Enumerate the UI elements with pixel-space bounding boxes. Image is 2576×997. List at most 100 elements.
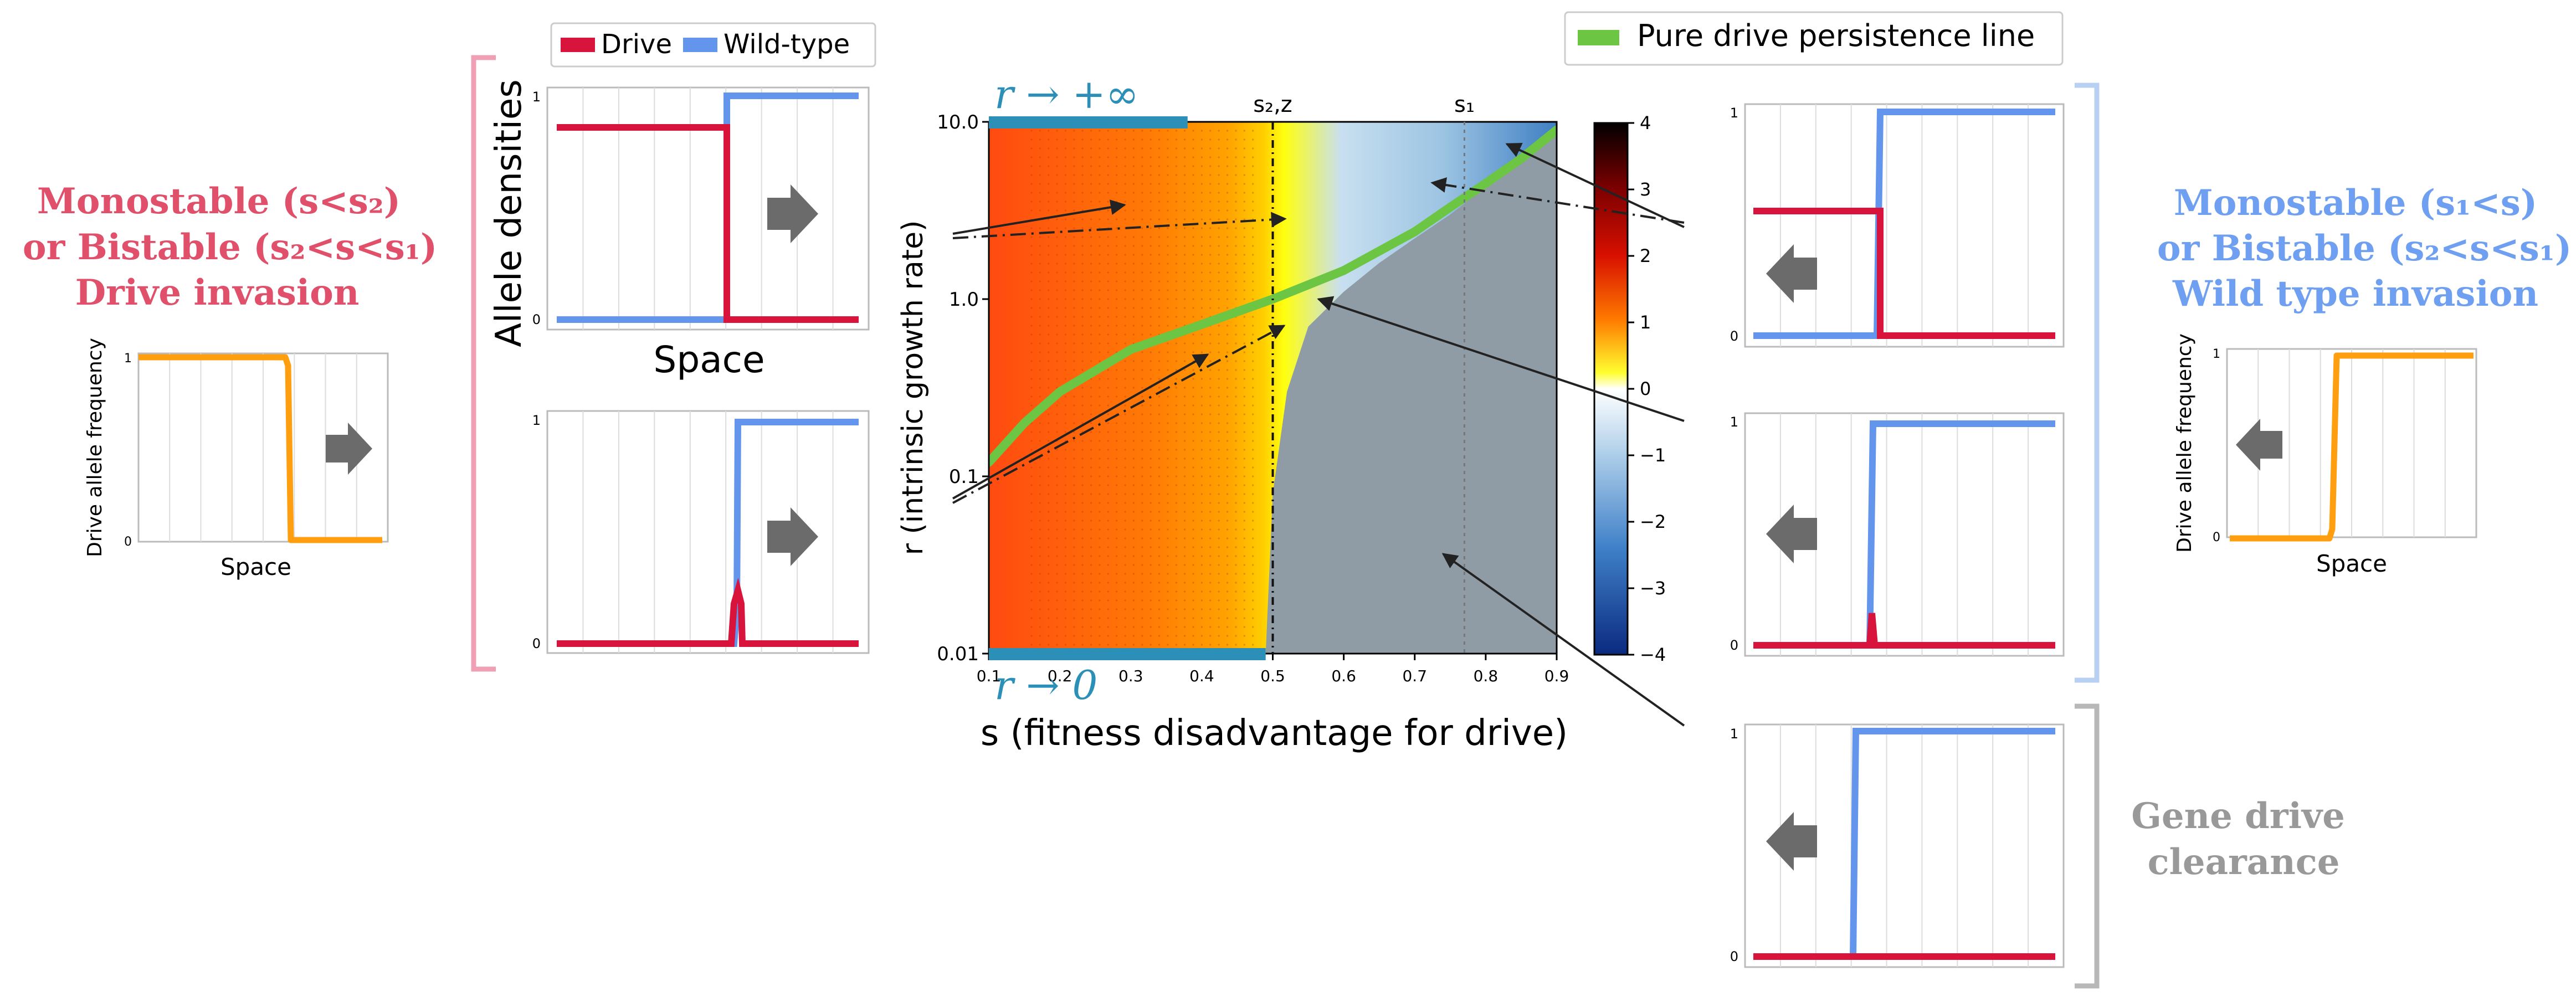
heat-dot (1235, 280, 1237, 282)
heat-dot (1235, 130, 1237, 132)
heat-dot (1150, 431, 1152, 433)
heat-dot (1048, 422, 1050, 424)
heat-dot (1184, 298, 1186, 300)
heat-dot (1150, 165, 1152, 167)
heat-dot (1226, 254, 1229, 256)
heat-dot (1175, 147, 1177, 150)
heat-dot (1056, 263, 1058, 265)
heat-dot (1192, 263, 1194, 265)
heat-dot (1184, 626, 1186, 628)
heat-dot (1099, 404, 1101, 407)
heat-dot (1200, 555, 1203, 557)
heat-dot (1243, 130, 1245, 132)
heat-dot (1192, 280, 1194, 282)
heat-dot (1158, 192, 1161, 194)
left-freq-xlabel: Space (220, 553, 291, 580)
heat-dot (1039, 378, 1041, 380)
heat-dot (1141, 475, 1143, 477)
heat-dot (1226, 608, 1229, 610)
heat-dot (1056, 573, 1058, 575)
heat-dot (1030, 520, 1033, 522)
heat-dot (1099, 617, 1101, 619)
heat-dot (1158, 201, 1161, 203)
heat-dot (1167, 227, 1169, 229)
heat-dot (1090, 528, 1092, 531)
heat-dot (1226, 644, 1229, 646)
heat-dot (1184, 449, 1186, 451)
heat-dot (1073, 183, 1075, 185)
heat-dot (1132, 466, 1135, 469)
heat-dot (1243, 422, 1245, 424)
heat-dot (1081, 528, 1084, 531)
heat-dot (1056, 475, 1058, 477)
heat-dot (1048, 360, 1050, 362)
heat-dot (1064, 351, 1066, 353)
heat-dot (1150, 263, 1152, 265)
heat-dot (1192, 369, 1194, 371)
heat-dot (1175, 431, 1177, 433)
right2-ytick-bottom: 0 (1730, 638, 1738, 653)
heat-dot (1081, 130, 1084, 132)
heat-dot (1192, 617, 1194, 619)
heat-dot (1252, 289, 1254, 291)
heat-dot (1200, 493, 1203, 495)
colorbar-tick-label: −1 (1640, 445, 1666, 466)
heat-dot (1150, 245, 1152, 247)
heat-dot (1124, 564, 1126, 566)
heat-dot (1039, 422, 1041, 424)
heat-dot (1175, 466, 1177, 469)
heat-dot (1124, 458, 1126, 460)
heat-dot (1167, 360, 1169, 362)
heat-dot (1252, 404, 1254, 407)
heat-dot (1252, 369, 1254, 371)
heat-dot (1175, 245, 1177, 247)
heat-dot (1252, 608, 1254, 610)
heat-dot (1141, 449, 1143, 451)
heat-dot (1200, 582, 1203, 584)
heat-dot (1209, 218, 1212, 220)
heat-dot (1200, 387, 1203, 389)
heat-dot (1150, 626, 1152, 628)
heat-dot (1141, 351, 1143, 353)
heat-dot (1090, 449, 1092, 451)
heat-dot (1107, 351, 1109, 353)
heat-dot (1192, 245, 1194, 247)
heat-dot (1184, 484, 1186, 486)
heat-dot (1073, 254, 1075, 256)
heat-dot (1056, 626, 1058, 628)
heat-dot (1158, 626, 1161, 628)
left-frequency-panel: 1 0 Drive allele frequency Space (84, 338, 389, 580)
heat-dot (1150, 325, 1152, 327)
heat-dot (1073, 449, 1075, 451)
heat-dot (1064, 209, 1066, 212)
heat-dot (1064, 413, 1066, 415)
heat-dot (1226, 431, 1229, 433)
heat-dot (1158, 147, 1161, 150)
heat-dot (1209, 635, 1212, 637)
heat-dot (1209, 626, 1212, 628)
heat-dot (1124, 298, 1126, 300)
persistence-legend-swatch (1578, 30, 1619, 45)
heat-dot (1167, 183, 1169, 185)
heat-dot (1235, 511, 1237, 513)
heat-dot (1209, 156, 1212, 158)
heat-dot (1150, 378, 1152, 380)
heat-dot (1167, 422, 1169, 424)
heat-dot (1209, 271, 1212, 274)
heat-dot (1141, 590, 1143, 593)
heat-dot (1030, 316, 1033, 318)
heat-dot (1200, 201, 1203, 203)
left-freq-ytick-top: 1 (124, 352, 132, 366)
heat-dot (1064, 263, 1066, 265)
heat-dot (1073, 316, 1075, 318)
heat-dot (1235, 263, 1237, 265)
heat-dot (1124, 360, 1126, 362)
heat-dot (1175, 493, 1177, 495)
heat-dot (1090, 218, 1092, 220)
heat-dot (1107, 431, 1109, 433)
heat-dot (1099, 130, 1101, 132)
heat-dot (1107, 520, 1109, 522)
heat-dot (1132, 209, 1135, 212)
heat-dot (1209, 378, 1212, 380)
heat-dot (1132, 236, 1135, 238)
